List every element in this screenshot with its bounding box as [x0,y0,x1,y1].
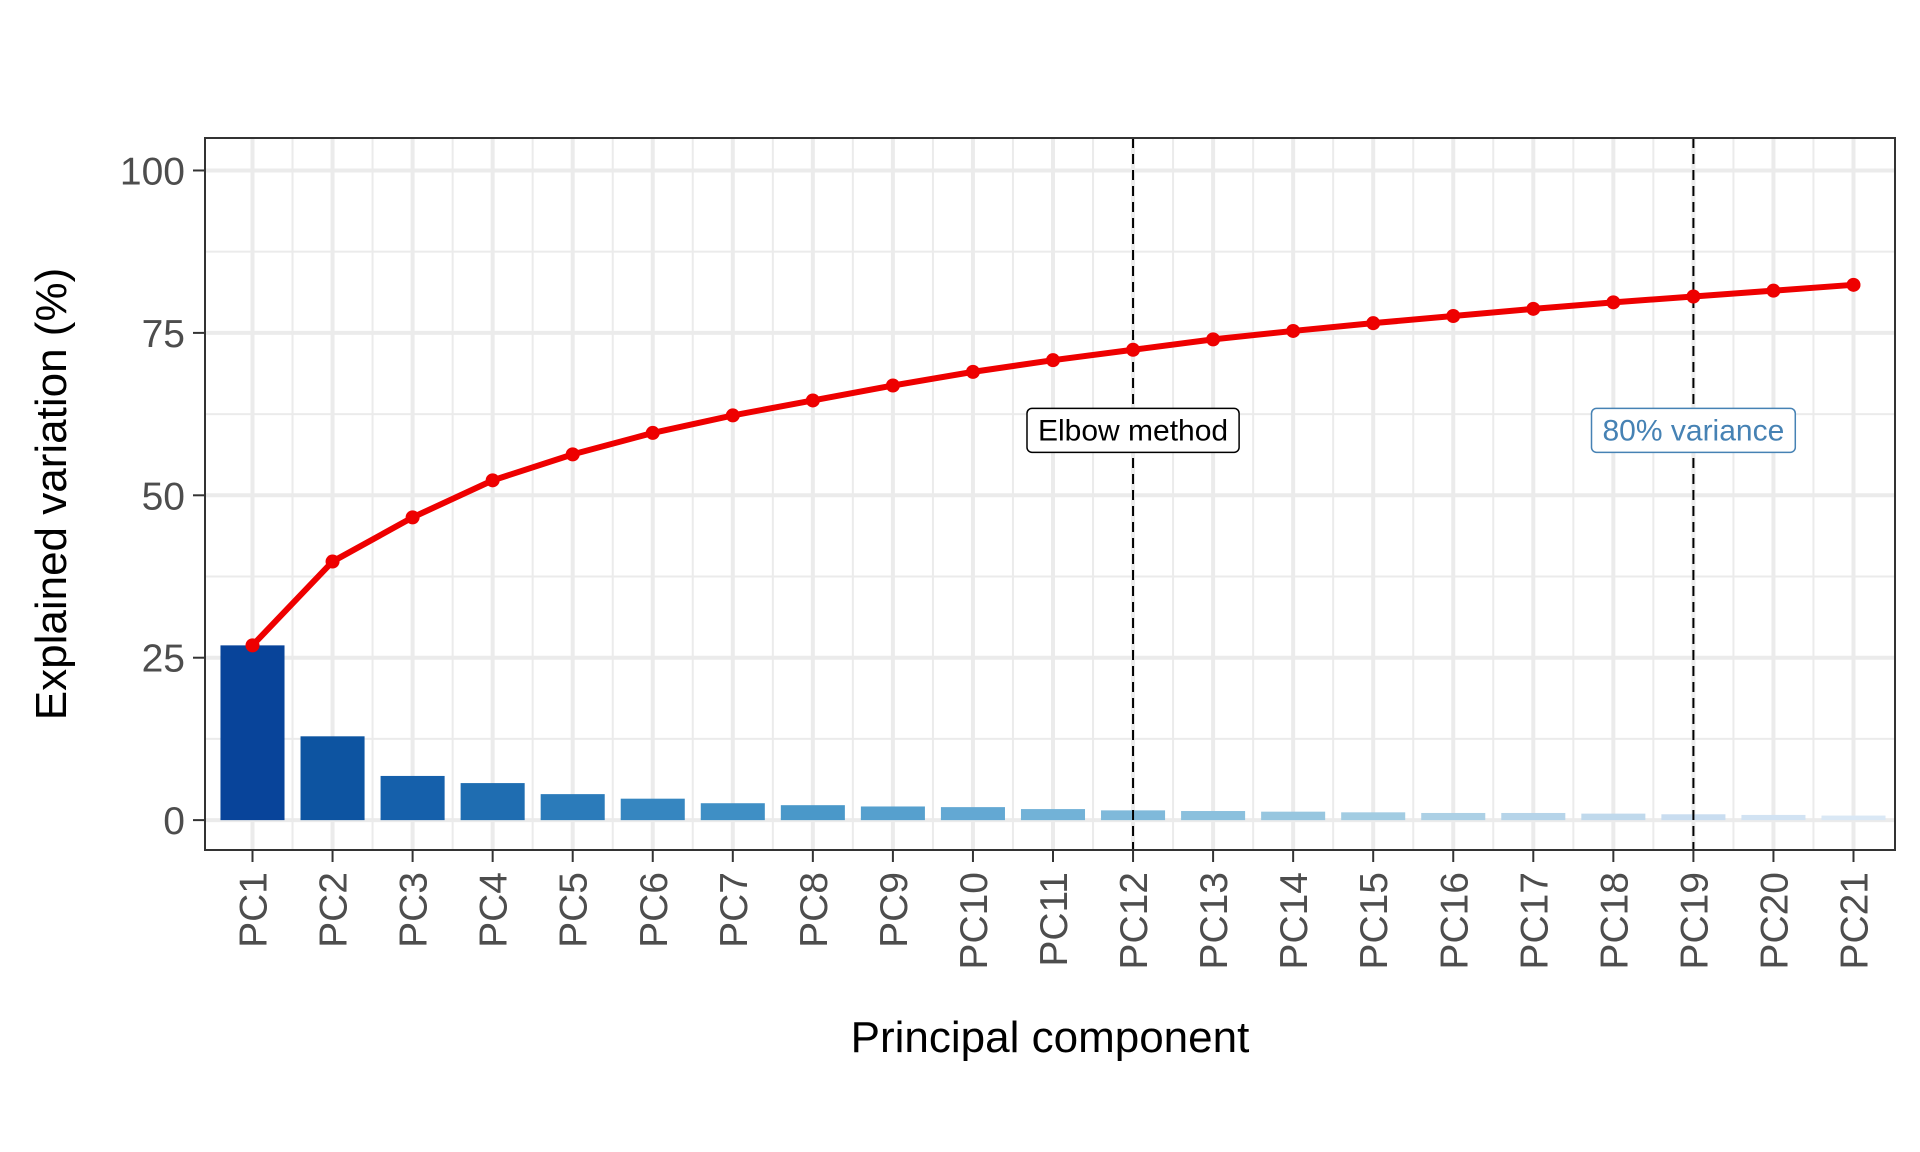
x-tick-label-pc2: PC2 [313,872,356,948]
cumulative-point-pc10 [965,364,980,379]
cumulative-point-pc5 [565,447,580,462]
annotation-label: Elbow method [1038,414,1228,447]
bar-pc15 [1341,812,1406,821]
x-tick-label-pc17: PC17 [1513,872,1556,970]
x-tick-label-pc3: PC3 [393,872,436,948]
bar-pc5 [540,794,605,821]
plot-panel-border [204,137,1896,851]
bar-pc9 [860,806,925,821]
x-tick-label-pc6: PC6 [633,872,676,948]
bar-pc4 [460,783,525,821]
cumulative-point-pc1 [245,638,260,653]
cumulative-point-pc18 [1606,295,1621,310]
cumulative-point-pc17 [1526,301,1541,316]
cumulative-point-pc20 [1766,283,1781,298]
bar-pc14 [1261,811,1326,821]
x-tick-label-pc15: PC15 [1353,872,1396,970]
bar-pc10 [940,807,1005,821]
annotation-label: 80% variance [1603,414,1785,447]
cumulative-line-layer [245,277,1861,653]
cumulative-point-pc2 [325,554,340,569]
x-tick-label-pc11: PC11 [1033,872,1076,967]
bar-pc3 [380,775,445,821]
cumulative-point-pc3 [405,510,420,525]
y-tick-label: 100 [120,150,185,193]
annotation-box [1590,407,1797,454]
x-tick-label-pc4: PC4 [473,872,516,948]
x-tick-label-pc20: PC20 [1753,872,1796,970]
x-tick-label-pc7: PC7 [713,872,756,948]
cumulative-point-pc12 [1126,342,1141,357]
cumulative-point-pc15 [1366,316,1381,331]
x-tick-label-pc1: PC1 [233,872,276,948]
annotation-layer: Elbow method 80% variance [1026,407,1797,454]
bar-pc2 [300,736,365,821]
bar-pc18 [1581,813,1646,821]
y-tick-label: 50 [142,475,185,518]
x-tick-label-pc21: PC21 [1834,872,1877,970]
bar-pc11 [1020,809,1086,821]
x-tick-label-pc9: PC9 [873,872,916,948]
threshold-lines [1132,138,1695,850]
axis-layer: 0 25 50 75 100 PC1 PC2 PC3 PC4 PC5 PC6 PC7 PC8 PC9 PC1… [120,150,1877,969]
x-tick-label-pc14: PC14 [1273,872,1316,970]
cumulative-point-pc7 [725,408,740,423]
cumulative-point-pc21 [1846,277,1861,292]
x-axis-title: Principal component [851,1013,1250,1062]
bar-pc16 [1421,812,1486,821]
bar-pc1 [220,645,285,821]
bar-pc6 [620,798,685,821]
cumulative-point-pc9 [885,378,900,393]
x-tick-label-pc13: PC13 [1193,872,1236,970]
bar-pc17 [1501,812,1566,821]
cumulative-point-pc4 [485,473,500,488]
annotation-pc19: 80% variance [1590,407,1797,454]
x-tick-label-pc12: PC12 [1113,872,1156,970]
bar-pc20 [1741,814,1806,821]
annotation-pc12: Elbow method [1026,407,1240,454]
x-tick-label-pc5: PC5 [553,872,596,948]
cumulative-point-pc8 [805,393,820,408]
cumulative-point-pc14 [1286,323,1301,338]
annotation-box [1026,407,1240,454]
x-tick-label-pc10: PC10 [953,872,996,970]
bar-pc21 [1821,815,1886,821]
cumulative-point-pc16 [1446,309,1461,323]
y-tick-label: 75 [142,313,185,356]
cumulative-point-pc19 [1686,289,1701,304]
y-tick-label: 0 [163,800,185,843]
cumulative-point-pc13 [1206,332,1221,347]
cumulative-point-pc6 [645,425,660,440]
y-axis-title: Explained variation (%) [27,268,76,720]
x-tick-label-pc16: PC16 [1433,872,1476,970]
x-tick-label-pc18: PC18 [1593,872,1636,970]
x-tick-label-pc8: PC8 [793,872,836,948]
bar-pc7 [700,803,765,821]
y-tick-label: 25 [142,638,185,681]
bar-pc13 [1181,811,1246,821]
x-tick-label-pc19: PC19 [1673,872,1716,970]
cumulative-point-pc11 [1046,353,1060,368]
bar-pc8 [780,805,845,821]
